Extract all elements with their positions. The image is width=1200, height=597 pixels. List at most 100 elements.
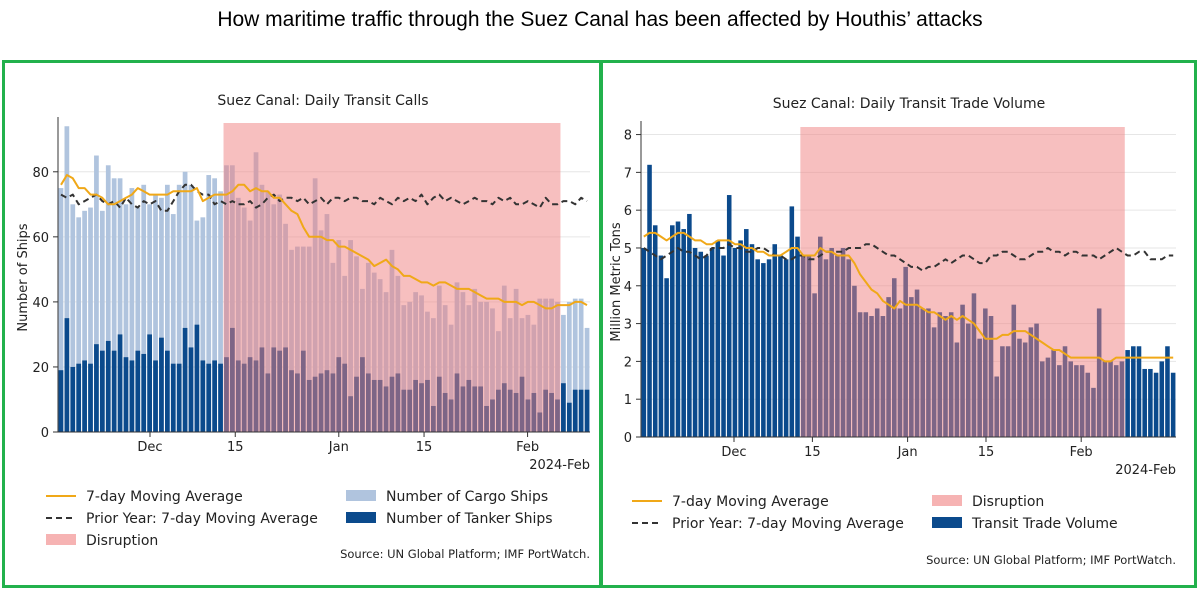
tanker-bar	[218, 363, 223, 432]
legend-label: Transit Trade Volume	[971, 516, 1118, 532]
trade-volume-bar	[670, 225, 675, 437]
y-tick-label: 40	[32, 296, 49, 311]
prior-year-moving-average-line	[60, 183, 588, 212]
cargo-bar	[206, 175, 212, 432]
y-tick-label: 60	[32, 231, 49, 246]
tanker-bar	[578, 389, 584, 432]
tanker-bar	[123, 357, 129, 432]
tanker-bar	[182, 327, 188, 432]
trade-volume-bar	[749, 244, 755, 437]
y-axis-label: Million Metric Tons	[609, 222, 624, 341]
y-tick-label: 5	[624, 242, 632, 257]
tanker-bar	[135, 350, 141, 432]
trade-volume-bar	[721, 255, 726, 437]
x-tick-label: 15	[804, 445, 821, 460]
trade-volume-bar	[732, 247, 738, 437]
moving-average-line	[60, 174, 588, 310]
cargo-bar	[141, 184, 147, 432]
tanker-bar	[176, 363, 182, 432]
trade-volume-bar	[1159, 361, 1165, 437]
y-tick-label: 4	[624, 280, 632, 295]
y-tick-label: 3	[624, 318, 632, 333]
tanker-bar	[129, 360, 135, 432]
trade-volume-bar	[1148, 368, 1153, 437]
cargo-bar	[188, 184, 194, 432]
tanker-bar	[153, 360, 158, 432]
trade-volume-bar	[1136, 346, 1142, 437]
source-note: Source: UN Global Platform; IMF PortWatc…	[926, 553, 1176, 567]
tanker-bar	[99, 350, 105, 432]
trade-volume-bar	[687, 213, 692, 437]
legend-label: Disruption	[86, 533, 158, 549]
trade-volume-bar	[1165, 346, 1170, 437]
tanker-bar	[212, 360, 218, 432]
trade-volume-bar	[641, 247, 647, 437]
trade-volume-bar	[783, 259, 789, 437]
cargo-bar	[218, 191, 223, 432]
tanker-bar	[188, 347, 194, 432]
tanker-bar	[64, 318, 70, 432]
y-axis-label: Number of Ships	[16, 223, 31, 331]
cargo-bar	[170, 214, 176, 432]
trade-volume-bar	[681, 229, 686, 437]
legend-label: Number of Tanker Ships	[386, 511, 553, 527]
trade-volume-bar	[664, 278, 669, 437]
tanker-bar	[206, 363, 212, 432]
x-tick-label: 15	[978, 445, 995, 460]
trade-volume-bar	[647, 164, 652, 437]
tanker-bar	[70, 366, 76, 432]
trade-volume-bar	[726, 195, 732, 437]
trade-volume-bar	[715, 240, 721, 437]
x-tick-label: Dec	[137, 440, 162, 455]
y-tick-label: 0	[41, 426, 49, 441]
trade-volume-bar	[761, 263, 766, 437]
cargo-bar	[159, 197, 164, 432]
cargo-bar	[561, 314, 566, 432]
tanker-bar	[76, 363, 82, 432]
legend-label: 7-day Moving Average	[86, 489, 243, 505]
trade-volume-bar	[652, 225, 658, 437]
trade-volume-bar	[709, 247, 715, 437]
cargo-bar	[164, 184, 170, 432]
cargo-bar	[566, 301, 572, 432]
cargo-bar	[176, 184, 182, 432]
tanker-bar	[584, 389, 590, 432]
y-tick-label: 2	[624, 355, 632, 370]
legend-swatch	[932, 495, 962, 506]
cargo-bar	[58, 188, 64, 432]
trade-volume-bar	[658, 255, 664, 437]
tanker-bar	[200, 360, 206, 432]
cargo-bar	[82, 210, 87, 432]
cargo-bar	[111, 178, 117, 432]
disruption-shading	[223, 123, 561, 432]
cargo-bar	[64, 126, 70, 433]
cargo-bar	[94, 155, 99, 433]
cargo-bar	[105, 165, 111, 432]
y-tick-label: 7	[624, 166, 632, 181]
trade-volume-bar	[704, 255, 709, 437]
tanker-bar	[88, 363, 93, 432]
cargo-bar	[76, 217, 82, 432]
tanker-bar	[194, 324, 200, 432]
cargo-bar	[212, 178, 218, 432]
chart-title: Suez Canal: Daily Transit Trade Volume	[773, 96, 1046, 112]
y-tick-label: 1	[624, 393, 632, 408]
chart-title: Suez Canal: Daily Transit Calls	[217, 93, 428, 109]
tanker-bar	[94, 344, 99, 432]
y-tick-label: 80	[32, 166, 49, 181]
cargo-bar	[123, 204, 129, 432]
x-tick-label: Feb	[516, 440, 539, 455]
tanker-bar	[159, 337, 164, 432]
cargo-bar	[147, 204, 152, 432]
cargo-bar	[153, 194, 158, 432]
tanker-bar	[58, 370, 64, 432]
y-tick-label: 6	[624, 204, 632, 219]
legend-swatch	[46, 534, 76, 545]
x-tick-label: 15	[416, 440, 433, 455]
x-tick-label: Jan	[328, 440, 349, 455]
legend-label: 7-day Moving Average	[672, 494, 829, 510]
tanker-bar	[572, 389, 578, 432]
cargo-bar	[182, 171, 188, 432]
tanker-bar	[566, 402, 572, 432]
